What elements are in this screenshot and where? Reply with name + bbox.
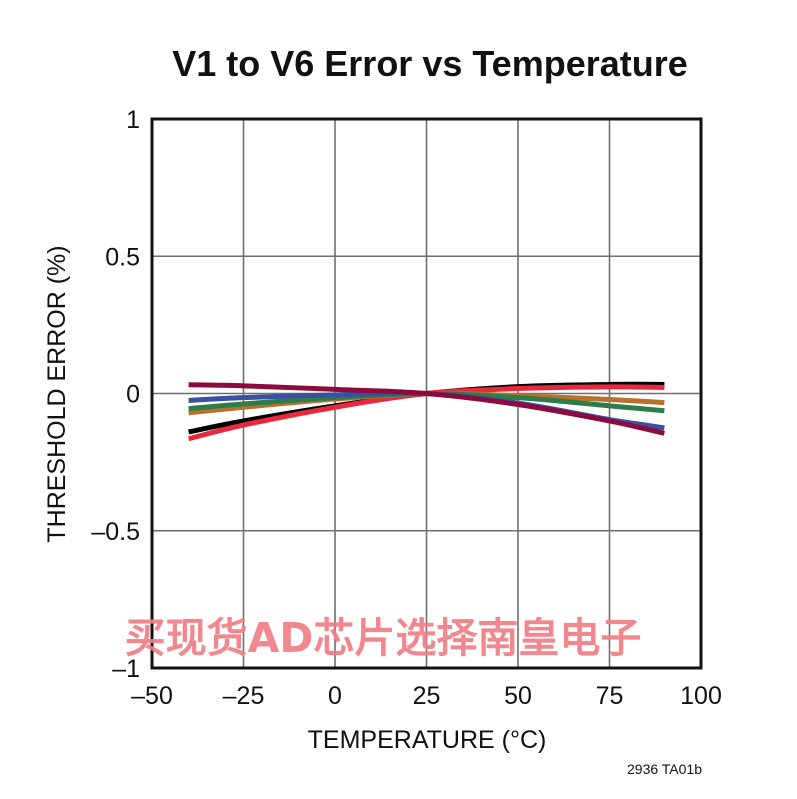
x-tick-label: 25	[413, 682, 441, 710]
y-tick-label: 0.5	[105, 243, 140, 271]
data-series	[187, 381, 665, 442]
series-line-6	[188, 382, 665, 436]
y-tick-label: –1	[112, 655, 140, 683]
y-tick-labels: 1 0.5 0 –0.5 –1	[91, 106, 140, 683]
x-axis-label: TEMPERATURE (°C)	[308, 726, 547, 754]
x-tick-label: 75	[596, 682, 624, 710]
y-axis-label: THRESHOLD ERROR (%)	[43, 245, 71, 542]
y-tick-label: 1	[126, 106, 140, 134]
x-tick-label: 100	[680, 682, 722, 710]
watermark-text: 买现货AD芯片选择南皇电子	[125, 614, 642, 662]
y-tick-label: 0	[126, 381, 140, 409]
x-tick-labels: –50 –25 0 25 50 75 100	[131, 682, 722, 710]
figure-code-note: 2936 TA01b	[627, 761, 702, 777]
chart-title: V1 to V6 Error vs Temperature	[172, 43, 688, 84]
y-tick-label: –0.5	[91, 518, 140, 546]
plot-frame	[150, 117, 703, 670]
x-tick-label: 0	[328, 682, 342, 710]
x-tick-label: –25	[223, 682, 265, 710]
x-tick-label: –50	[131, 682, 173, 710]
x-tick-label: 50	[504, 682, 532, 710]
